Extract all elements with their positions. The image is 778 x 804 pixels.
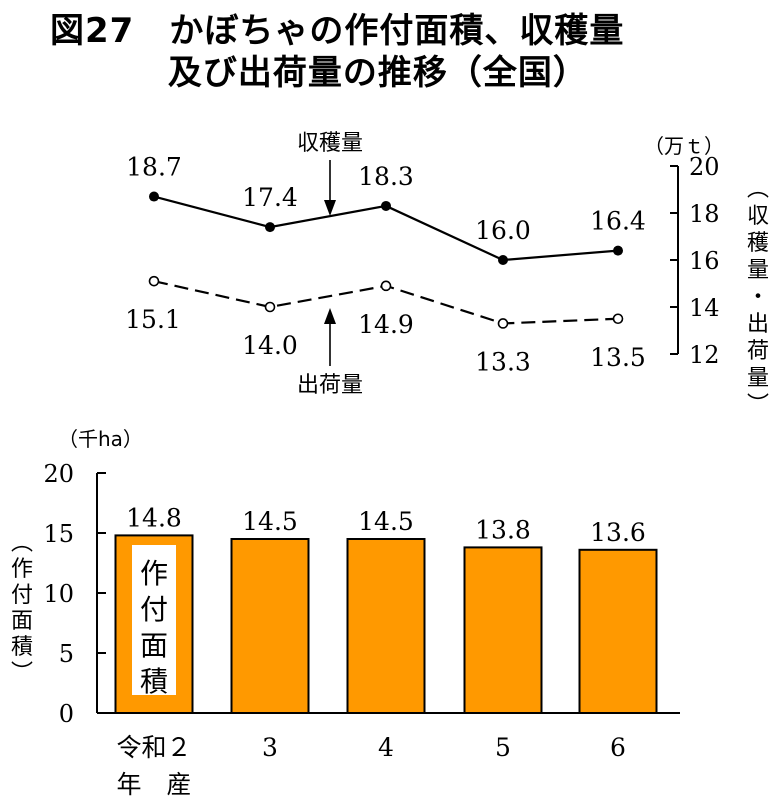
harvest-data-label-0: 18.7 [126,153,182,182]
bar-y-axis-label-char-1: 作 [11,557,33,582]
bar-y-tick-label-0: 0 [59,700,74,728]
line-y-axis-label-char-5: 出 [747,312,769,337]
shipment-data-label-0: 15.1 [125,305,181,334]
shipment-data-label-3: 13.3 [475,347,531,376]
bar-y-axis-label-char-2: 付 [11,583,33,608]
x-category-label-0: 令和２ [116,733,191,762]
x-category-label-1: 3 [262,733,278,762]
line-y-axis-label-char-3: 量 [747,258,769,283]
line-y-tick-label-1: 14 [689,294,720,322]
line-y-axis-label-char-1: 収 [747,204,769,229]
shipment-point-2 [380,280,392,292]
harvest-series-annotation: 収穫量 [297,131,363,156]
harvest-data-label-3: 16.0 [475,216,531,245]
shipment-point-3 [497,318,509,329]
bar-1 [230,538,310,714]
shipment-point-0 [148,275,160,287]
shipment-data-label-2: 14.9 [358,310,414,339]
bar-y-tick-label-3: 15 [43,520,74,548]
harvest-data-label-2: 18.3 [358,162,414,191]
figure-title: 図27 かぼちゃの作付面積、収穫量 及び出荷量の推移（全国） [50,11,625,93]
bar-y-axis-label-char-5: ︶ [11,661,33,686]
harvest-point-4 [613,245,623,256]
bar-y-tick-label-1: 5 [59,640,74,668]
line-y-tick-label-3: 18 [689,200,720,228]
bar-3 [463,546,543,715]
harvest-point-2 [381,200,391,211]
bar-2 [346,538,426,714]
bar-data-label-2: 14.5 [358,507,414,536]
line-y-axis-label-char-2: 穫 [747,231,769,256]
bar-data-label-3: 13.8 [475,515,531,544]
bar-y-axis-label-char-0: ︵ [11,531,33,556]
bar-data-label-1: 14.5 [242,507,298,536]
x-category-label-4: 6 [610,733,626,762]
harvest-data-label-4: 16.4 [590,207,646,236]
bar-y-tick-label-4: 20 [43,460,74,488]
line-y-tick-label-2: 16 [689,247,720,275]
harvest-point-1 [265,222,275,233]
bar-inner-label-char-2: 面 [140,629,168,662]
bar-y-axis-label-char-3: 面 [11,609,33,634]
shipment-data-label-4: 13.5 [590,343,646,372]
shipment-point-1 [264,301,276,313]
bar-unit-label: （千ha） [58,427,143,451]
bar-data-label-0: 14.8 [126,503,182,532]
shipment-series-annotation: 出荷量 [297,373,363,398]
line-y-tick-label-4: 20 [689,153,720,181]
shipment-data-label-1: 14.0 [242,331,298,360]
x-axis-year-suffix: 年 産 [116,770,191,799]
bar-y-axis-label-char-4: 積 [11,635,33,660]
harvest-point-3 [498,255,508,265]
line-y-axis-label-char-8: ︶ [747,393,769,418]
bar-data-label-4: 13.6 [590,518,646,547]
shipment-point-4 [612,313,624,325]
harvest-point-0 [149,191,159,202]
shipment-arrow-head [324,308,336,324]
line-y-axis-label-char-7: 量 [747,366,769,391]
bar-inner-label-char-1: 付 [140,593,168,626]
bar-4 [578,548,658,714]
bar-label-box [132,545,176,695]
line-unit-label: （万ｔ） [644,134,724,158]
line-y-tick-label-0: 12 [689,341,720,369]
bar-inner-label-char-0: 作 [140,557,168,590]
harvest-arrow-head [324,200,336,216]
bar-inner-label-char-3: 積 [140,665,168,698]
line-y-axis-label-char-6: 荷 [747,339,769,364]
x-category-label-2: 4 [378,733,394,762]
bar-y-tick-label-2: 10 [43,580,74,608]
harvest-data-label-1: 17.4 [242,183,298,212]
line-y-axis-label-char-4: ・ [747,285,769,310]
line-y-axis-label-char-0: ︵ [747,177,769,202]
x-category-label-3: 5 [495,733,511,762]
